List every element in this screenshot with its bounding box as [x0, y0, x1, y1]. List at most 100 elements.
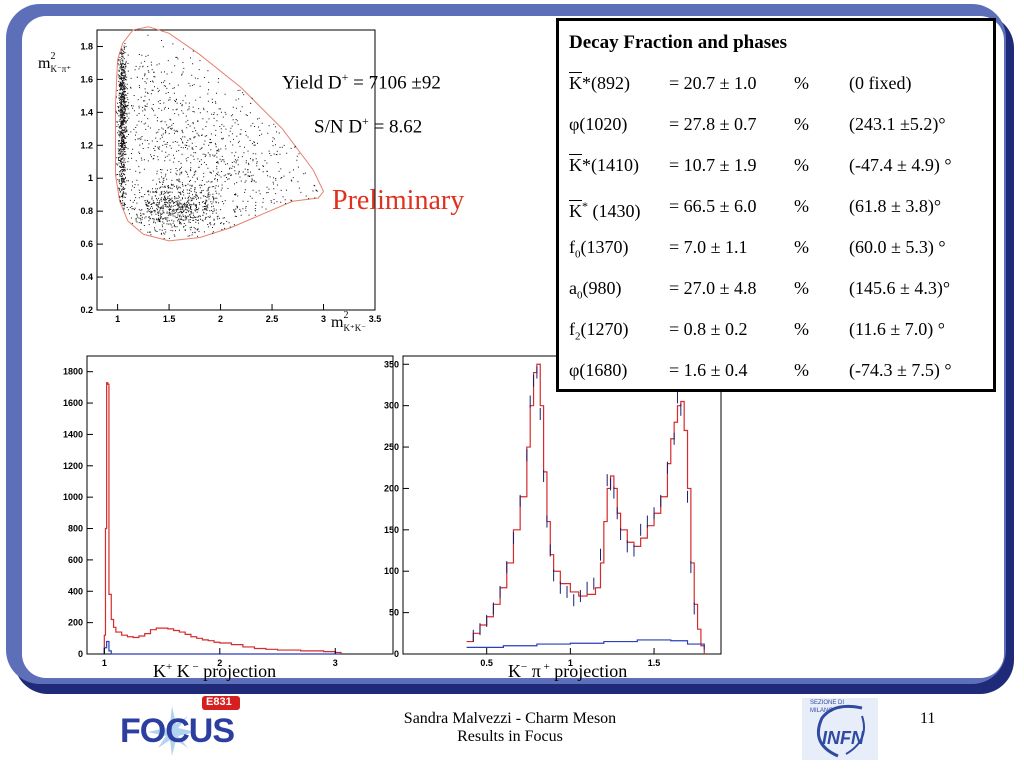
phase-value: (11.6 ± 7.0) °: [849, 319, 945, 339]
kpi-projection-x-tick-label: 1.5: [648, 658, 661, 668]
dalitz-x-axis-label: m2K⁺K⁻: [331, 310, 366, 333]
dalitz-x-tick-label: 3.5: [369, 314, 382, 324]
yield-label: Yield D+ = 7106 ±92: [282, 70, 441, 94]
resonance-name: K*(1410): [569, 155, 639, 175]
phase-value: (-74.3 ± 7.5) °: [849, 360, 952, 380]
fraction-unit: %: [794, 155, 809, 175]
fit-fraction: = 10.7 ± 1.9: [669, 155, 757, 175]
kk-projection-frame: [86, 355, 394, 655]
fit-fraction: = 20.7 ± 1.0: [669, 73, 757, 93]
fraction-unit: %: [794, 73, 809, 93]
kpi-projection-y-tick-label: 300: [384, 401, 399, 411]
kpi-projection-x-tick-label: 1: [568, 658, 573, 668]
kpi-projection-y-tick-label: 150: [384, 525, 399, 535]
infn-label: INFN: [822, 728, 864, 748]
kpi-projection-series-fit: [466, 363, 705, 654]
kk-projection-y-tick-label: 600: [68, 555, 83, 565]
kpi-projection-y-tick-label: 200: [384, 483, 399, 493]
fit-fraction: = 27.0 ± 4.8: [669, 278, 757, 298]
dalitz-y-axis-label: m2K⁻π⁺: [38, 51, 71, 74]
dalitz-x-tick-label: 3: [321, 314, 326, 324]
fit-fraction: = 7.0 ± 1.1: [669, 237, 748, 257]
table-title: Decay Fraction and phases: [569, 32, 787, 53]
dalitz-points: [115, 29, 318, 239]
fit-fraction: = 27.8 ± 0.7: [669, 114, 757, 134]
kk-projection-y-tick-label: 0: [78, 649, 83, 659]
dalitz-y-tick-label: 1.4: [80, 107, 93, 117]
kk-projection-label: K+ K − projection: [153, 661, 277, 681]
kpi-projection-y-tick-label: 50: [389, 608, 399, 618]
focus-logo: E831 FOCUS: [118, 694, 244, 756]
dalitz-y-tick-label: 0.4: [80, 272, 93, 282]
focus-logo-graphic: [148, 696, 240, 756]
footer-author: Sandra Malvezzi - Charm Meson Results in…: [403, 710, 617, 745]
fit-fraction: = 66.5 ± 6.0: [669, 196, 757, 216]
fraction-unit: %: [794, 237, 809, 257]
phase-value: (-47.4 ± 4.9) °: [849, 155, 952, 175]
decay-fraction-table: Decay Fraction and phases K*(892) = 20.7 …: [556, 18, 996, 392]
fit-fraction: = 0.8 ± 0.2: [669, 319, 748, 339]
infn-milano-label: MILANO: [810, 708, 834, 714]
kk-projection-y-tick-label: 800: [68, 524, 83, 534]
kk-projection-x-tick-label: 3: [333, 658, 338, 668]
kk-projection-y-tick-label: 1400: [63, 429, 83, 439]
dalitz-y-tick-label: 0.6: [80, 239, 93, 249]
phase-value: (243.1 ±5.2)°: [849, 114, 946, 134]
dalitz-y-tick-label: 1: [88, 173, 93, 183]
kk-projection-series-fit: [102, 382, 342, 655]
kk-projection-y-tick-label: 1600: [63, 398, 83, 408]
kk-projection-y-tick-label: 1200: [63, 461, 83, 471]
fit-fraction: = 1.6 ± 0.4: [669, 360, 748, 380]
fraction-unit: %: [794, 114, 809, 134]
dalitz-x-tick-label: 1: [115, 314, 120, 324]
resonance-name: f0(1370): [569, 237, 629, 261]
kk-projection-y-tick-label: 1000: [63, 492, 83, 502]
signal-to-noise-label: S/N D+ = 8.62: [314, 114, 423, 138]
phase-value: (60.0 ± 5.3) °: [849, 237, 946, 257]
resonance-name: f2(1270): [569, 319, 629, 343]
fraction-unit: %: [794, 319, 809, 339]
resonance-name: K* (1430): [569, 199, 641, 221]
resonance-name: φ(1680): [569, 360, 628, 380]
dalitz-boundary: [115, 26, 325, 242]
phase-value: (0 fixed): [849, 73, 912, 93]
kpi-projection-y-tick-label: 100: [384, 566, 399, 576]
dalitz-x-tick-label: 1.5: [163, 314, 176, 324]
dalitz-y-tick-label: 1.8: [80, 41, 93, 51]
kpi-projection-y-tick-label: 250: [384, 442, 399, 452]
kk-projection-y-tick-label: 200: [68, 618, 83, 628]
dalitz-y-tick-label: 1.2: [80, 140, 93, 150]
kpi-projection-y-tick-label: 0: [394, 649, 399, 659]
phase-value: (61.8 ± 3.8)°: [849, 196, 942, 216]
kk-projection-y-tick-label: 400: [68, 586, 83, 596]
focus-label: FOCUS: [120, 712, 235, 750]
kpi-projection-series-background: [466, 639, 705, 650]
resonance-name: φ(1020): [569, 114, 628, 134]
kpi-projection-y-tick-label: 350: [384, 359, 399, 369]
resonance-name: K*(892): [569, 73, 630, 93]
infn-logo-graphic: [802, 698, 878, 760]
dalitz-plot-frame: [96, 29, 376, 311]
dalitz-y-tick-label: 0.8: [80, 206, 93, 216]
kk-projection-y-tick-label: 1800: [63, 367, 83, 377]
phase-value: (145.6 ± 4.3)°: [849, 278, 951, 298]
e831-label: E831: [206, 696, 232, 708]
dalitz-x-tick-label: 2: [218, 314, 223, 324]
fraction-unit: %: [794, 196, 809, 216]
kpi-projection-x-tick-label: 0.5: [480, 658, 493, 668]
kk-projection-x-tick-label: 2: [217, 658, 222, 668]
kk-projection-x-tick-label: 1: [102, 658, 107, 668]
kpi-projection-frame: [402, 355, 722, 655]
fraction-unit: %: [794, 278, 809, 298]
preliminary-label: Preliminary: [332, 185, 465, 216]
infn-sezione-label: SEZIONE DI: [810, 700, 845, 706]
dalitz-y-tick-label: 1.6: [80, 74, 93, 84]
infn-logo: SEZIONE DI MILANO INFN: [800, 694, 880, 764]
page-number: 11: [920, 710, 936, 727]
resonance-name: a0(980): [569, 278, 622, 302]
dalitz-y-tick-label: 0.2: [80, 305, 93, 315]
fraction-unit: %: [794, 360, 809, 380]
dalitz-x-tick-label: 2.5: [266, 314, 279, 324]
kpi-projection-label: K− π + projection: [508, 661, 628, 681]
